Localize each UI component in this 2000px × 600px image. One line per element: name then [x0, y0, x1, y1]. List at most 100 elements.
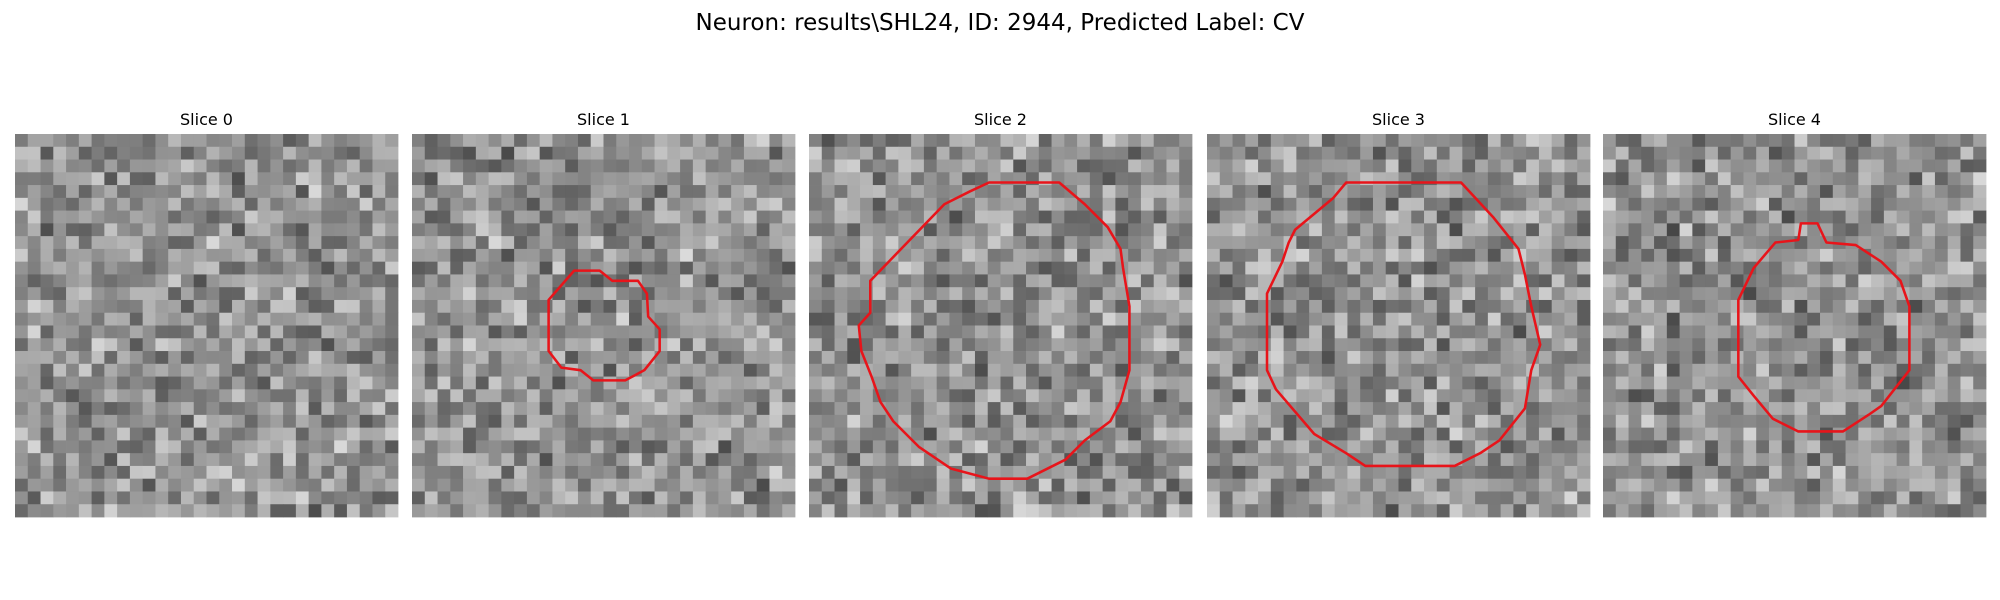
pixel	[1858, 389, 1872, 403]
pixel	[1245, 159, 1259, 173]
pixel	[168, 159, 182, 173]
pixel	[1807, 134, 1821, 148]
pixel	[1179, 312, 1193, 326]
pixel	[743, 248, 758, 263]
pixel	[743, 146, 758, 160]
pixel	[885, 248, 899, 263]
pixel	[1820, 504, 1834, 518]
pixel	[53, 274, 67, 288]
pixel	[705, 504, 719, 518]
pixel	[552, 312, 566, 326]
pixel	[1038, 223, 1052, 237]
pixel	[756, 478, 770, 492]
pixel	[1000, 414, 1014, 429]
pixel	[641, 312, 655, 326]
pixel	[346, 427, 361, 441]
pixel	[898, 491, 912, 505]
pixel	[641, 159, 655, 173]
pixel	[1128, 478, 1142, 492]
pixel	[1462, 338, 1476, 352]
pixel	[91, 478, 105, 492]
pixel	[168, 414, 182, 429]
pixel	[1385, 134, 1399, 148]
pixel	[295, 236, 310, 250]
pixel	[1883, 210, 1898, 224]
pixel	[1526, 491, 1540, 505]
pixel	[565, 159, 579, 173]
pixel	[1781, 159, 1795, 173]
pixel	[974, 389, 989, 403]
pixel	[834, 491, 848, 505]
pixel	[308, 287, 322, 301]
pixel	[1500, 402, 1514, 416]
pixel	[1909, 261, 1923, 275]
pixel	[539, 172, 553, 186]
pixel	[1717, 491, 1732, 505]
pixel	[809, 146, 823, 160]
pixel	[450, 261, 464, 275]
pixel	[1128, 325, 1142, 339]
pixel	[885, 287, 899, 301]
pixel	[692, 389, 707, 403]
pixel	[667, 478, 681, 492]
pixel	[129, 465, 144, 480]
pixel	[1922, 465, 1936, 480]
pixel	[308, 376, 322, 390]
pixel	[1051, 223, 1065, 237]
pixel	[743, 491, 758, 505]
pixel	[782, 414, 796, 429]
pixel	[1411, 274, 1425, 288]
pixel	[1513, 351, 1527, 365]
pixel	[15, 453, 29, 467]
pixel	[1026, 134, 1040, 148]
pixel	[142, 325, 156, 339]
pixel	[308, 210, 322, 224]
pixel	[193, 248, 207, 263]
pixel	[1385, 287, 1399, 301]
pixel	[1717, 427, 1732, 441]
pixel	[129, 363, 144, 377]
pixel	[244, 261, 258, 275]
pixel	[1398, 363, 1412, 377]
pixel	[1730, 389, 1744, 403]
pixel	[359, 363, 373, 377]
pixel	[526, 210, 541, 224]
pixel	[1140, 299, 1155, 314]
pixel	[603, 210, 617, 224]
pixel	[1730, 248, 1744, 263]
pixel	[1641, 299, 1655, 314]
pixel	[78, 299, 92, 314]
pixel	[1487, 248, 1502, 263]
pixel	[129, 351, 144, 365]
pixel	[1654, 478, 1668, 492]
pixel	[936, 325, 950, 339]
pixel	[142, 299, 156, 314]
pixel	[705, 223, 719, 237]
pixel	[1051, 236, 1065, 250]
pixel	[718, 261, 732, 275]
pixel	[40, 299, 54, 314]
pixel	[450, 223, 464, 237]
pixel	[15, 172, 29, 186]
pixel	[1781, 146, 1795, 160]
pixel	[809, 325, 823, 339]
pixel	[526, 402, 541, 416]
pixel	[1922, 504, 1936, 518]
pixel	[821, 414, 835, 429]
pixel	[769, 274, 783, 288]
pixel	[283, 197, 297, 211]
pixel	[834, 440, 848, 454]
pixel	[424, 312, 438, 326]
pixel	[257, 159, 271, 173]
pixel	[463, 389, 477, 403]
pixel	[1768, 210, 1783, 224]
pixel	[1321, 134, 1336, 148]
pixel	[1538, 146, 1553, 160]
pixel	[962, 325, 976, 339]
pixel	[962, 159, 976, 173]
pixel	[1051, 146, 1065, 160]
pixel	[1283, 504, 1297, 518]
pixel	[1947, 338, 1961, 352]
pixel	[1666, 453, 1680, 467]
pixel	[1947, 159, 1961, 173]
